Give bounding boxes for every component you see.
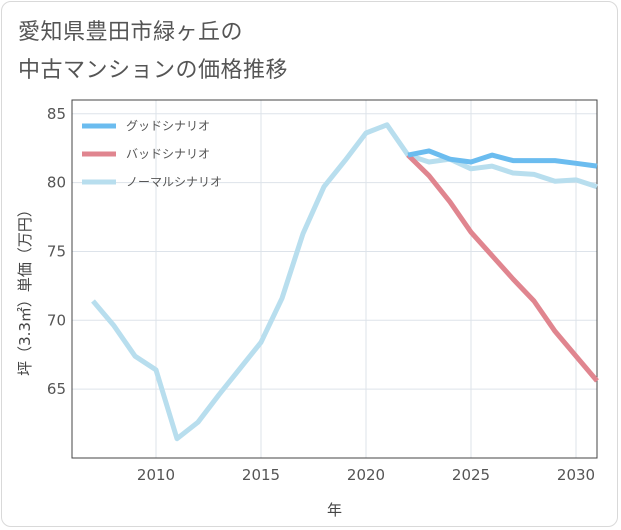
chart-title-line-1: 愛知県豊田市緑ヶ丘の xyxy=(18,20,244,45)
x-tick-label: 2010 xyxy=(137,466,175,484)
y-tick-label: 75 xyxy=(47,242,66,260)
chart-title: 愛知県豊田市緑ヶ丘の 中古マンションの価格推移 xyxy=(18,14,288,90)
series-line-0 xyxy=(407,148,598,169)
y-axis-title: 坪（3.3㎡）単価（万円） xyxy=(16,202,34,376)
legend-label-0: グッドシナリオ xyxy=(126,119,210,133)
x-tick-label: 2015 xyxy=(242,466,280,484)
series-line-1 xyxy=(406,153,599,383)
y-tick-label: 70 xyxy=(47,311,66,329)
y-tick-label: 80 xyxy=(47,174,66,192)
x-tick-label: 2030 xyxy=(557,466,595,484)
legend-label-2: ノーマルシナリオ xyxy=(126,175,222,189)
series-lines xyxy=(91,122,599,442)
legend-label-1: バッドシナリオ xyxy=(126,147,210,161)
y-axis-ticks: 65 70 75 80 85 xyxy=(47,105,66,398)
x-tick-label: 2025 xyxy=(452,466,490,484)
y-tick-label: 85 xyxy=(47,105,66,123)
plot-border xyxy=(71,99,598,459)
chart-title-line-2: 中古マンションの価格推移 xyxy=(18,58,289,83)
x-tick-label: 2020 xyxy=(347,466,385,484)
y-tick-label: 65 xyxy=(47,380,66,398)
x-axis-ticks: 2010 2015 2020 2025 2030 xyxy=(137,466,595,484)
plot-frame xyxy=(71,99,598,459)
x-axis-title: 年 xyxy=(327,501,342,519)
series-line-2 xyxy=(91,122,598,442)
